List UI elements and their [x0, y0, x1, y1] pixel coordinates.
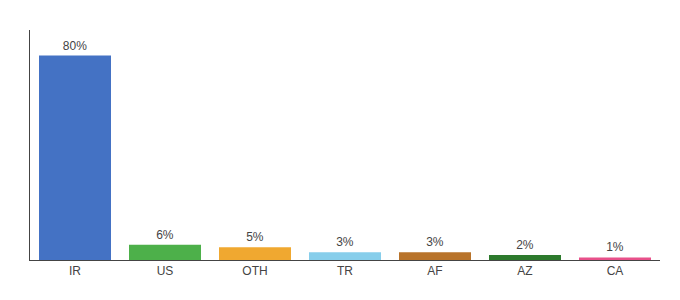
svg-text:1%: 1%: [606, 240, 624, 254]
svg-text:OTH: OTH: [242, 264, 267, 278]
svg-text:3%: 3%: [336, 235, 354, 249]
svg-text:2%: 2%: [516, 238, 534, 252]
svg-text:AF: AF: [427, 264, 442, 278]
svg-text:TR: TR: [337, 264, 353, 278]
svg-text:CA: CA: [607, 264, 624, 278]
svg-text:US: US: [157, 264, 174, 278]
svg-text:6%: 6%: [156, 228, 174, 242]
svg-text:AZ: AZ: [517, 264, 532, 278]
svg-text:3%: 3%: [426, 235, 444, 249]
svg-text:80%: 80%: [63, 39, 87, 53]
svg-text:IR: IR: [69, 264, 81, 278]
svg-text:5%: 5%: [246, 230, 264, 244]
